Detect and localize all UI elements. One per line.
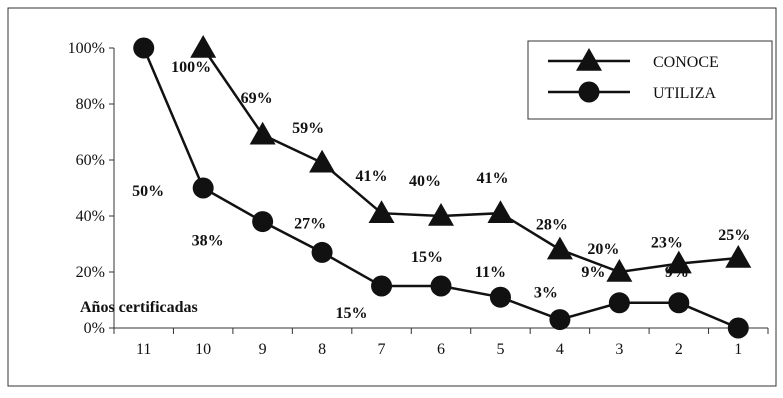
series-group	[133, 35, 752, 339]
conoce-line	[202, 47, 739, 274]
x-tick-label: 4	[556, 341, 564, 358]
conoce-data-label: 25%	[718, 227, 750, 244]
x-tick-label: 2	[675, 341, 683, 358]
legend-utiliza-marker	[578, 81, 600, 103]
conoce-data-label: 40%	[409, 173, 441, 190]
chart-frame	[7, 7, 777, 387]
utiliza-data-label: 50%	[132, 183, 164, 200]
conoce-data-label: 20%	[587, 241, 619, 258]
conoce-point	[546, 236, 573, 260]
utiliza-data-label: 27%	[294, 215, 326, 232]
x-tick-label: 7	[378, 341, 386, 358]
conoce-point	[487, 200, 514, 223]
legend-utiliza-label: UTILIZA	[653, 85, 717, 102]
conoce-point	[249, 121, 276, 145]
utiliza-point	[252, 211, 274, 233]
utiliza-point	[549, 309, 571, 331]
x-tick-label: 9	[259, 341, 267, 358]
utiliza-data-label: 15%	[336, 305, 368, 322]
conoce-data-label: 100%	[171, 59, 211, 76]
axes-group: 0% 20% 40% 60% 80% 100% 11 10 9 8 7 6 5 4 3 2 1	[68, 40, 769, 358]
conoce-data-label: 59%	[292, 120, 324, 137]
conoce-data-label: 41%	[356, 168, 388, 185]
utiliza-point	[192, 177, 214, 199]
utiliza-data-label: 15%	[411, 249, 443, 266]
y-tick-label: 80%	[76, 96, 105, 113]
utiliza-point	[608, 292, 630, 314]
y-tick-label: 60%	[76, 152, 105, 169]
utiliza-data-label: 9%	[581, 264, 605, 281]
utiliza-data-label: 11%	[475, 264, 506, 281]
utiliza-point	[371, 275, 393, 297]
utiliza-point	[430, 275, 452, 297]
y-tick-label: 40%	[76, 208, 105, 225]
utiliza-point	[133, 37, 155, 59]
utiliza-point	[727, 317, 749, 339]
conoce-point	[606, 259, 633, 282]
x-tick-label: 11	[136, 341, 151, 358]
utiliza-data-label: 9%	[665, 264, 689, 281]
y-tick-label: 0%	[84, 320, 105, 337]
x-tick-label: 3	[615, 341, 623, 358]
conoce-data-label: 69%	[241, 90, 273, 107]
conoce-point	[368, 200, 395, 223]
utiliza-point	[311, 241, 333, 263]
utiliza-point	[668, 292, 690, 314]
y-tick-label: 100%	[68, 40, 105, 57]
legend-conoce-marker	[576, 48, 602, 71]
y-tick-label: 20%	[76, 264, 105, 281]
x-tick-label: 8	[318, 341, 326, 358]
conoce-point	[428, 203, 454, 226]
utiliza-data-label: 3%	[534, 285, 558, 302]
legend-conoce-label: CONOCE	[653, 54, 719, 71]
conoce-point	[725, 245, 752, 268]
conoce-point	[309, 149, 336, 173]
conoce-data-label: 28%	[536, 217, 568, 234]
utiliza-data-label: 38%	[192, 233, 224, 250]
legend-box	[527, 40, 773, 120]
x-tick-label: 1	[734, 341, 742, 358]
x-tick-label: 5	[496, 341, 504, 358]
conoce-data-label: 41%	[476, 170, 508, 187]
x-tick-label: 10	[195, 341, 211, 358]
legend: CONOCE UTILIZA	[527, 40, 773, 120]
x-tick-label: 6	[437, 341, 445, 358]
x-axis-title: Años certificadas	[80, 299, 198, 316]
utiliza-point	[489, 286, 511, 308]
data-labels-group: 100% 69% 59% 41% 40% 41% 28% 20% 23% 25% 50% 38% 27%…	[132, 59, 750, 322]
conoce-data-label: 23%	[651, 235, 683, 252]
conoce-point	[190, 35, 217, 58]
conoce-point	[665, 250, 692, 274]
